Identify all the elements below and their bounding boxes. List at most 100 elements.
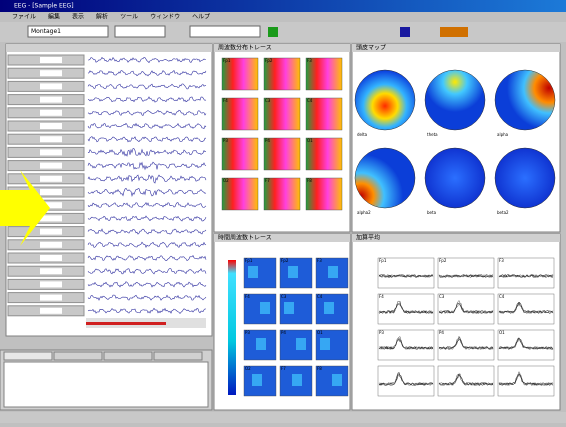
tf-hot bbox=[328, 266, 338, 278]
menu-item[interactable]: ツール bbox=[120, 14, 138, 21]
eeg-trace bbox=[87, 69, 207, 77]
spectrum-map bbox=[221, 97, 259, 131]
eeg-trace bbox=[87, 201, 207, 208]
channel-label: P4 bbox=[265, 138, 270, 143]
eeg-window-header bbox=[6, 44, 212, 52]
channel-label: Fp2 bbox=[281, 258, 289, 263]
channel-field bbox=[40, 70, 62, 77]
eeg-trace bbox=[88, 56, 207, 64]
toolbar-button[interactable] bbox=[268, 27, 278, 37]
head-map bbox=[354, 69, 416, 131]
spectrum-map bbox=[263, 57, 301, 91]
log-text bbox=[3, 361, 209, 408]
channel-label: O1 bbox=[317, 330, 323, 335]
tab[interactable] bbox=[153, 351, 203, 361]
waveform bbox=[438, 303, 494, 314]
waveform bbox=[438, 373, 493, 386]
toolbar-button[interactable] bbox=[400, 27, 410, 37]
eeg-trace bbox=[87, 241, 207, 248]
map-label: delta bbox=[357, 132, 368, 137]
channel-field bbox=[40, 83, 62, 90]
status-bar bbox=[0, 412, 566, 423]
eeg-trace bbox=[87, 96, 207, 103]
waveform bbox=[378, 300, 434, 314]
wave-plot bbox=[497, 293, 555, 325]
spectrum-map bbox=[221, 57, 259, 91]
waveform bbox=[438, 335, 494, 350]
channel-label: O1 bbox=[499, 330, 505, 335]
channel-field bbox=[40, 123, 62, 129]
menu-item[interactable]: ファイル bbox=[12, 14, 36, 21]
map-label: theta bbox=[427, 132, 438, 137]
channel-field bbox=[40, 175, 62, 182]
montage-name: Montage1 bbox=[31, 28, 61, 35]
combo[interactable] bbox=[189, 25, 261, 38]
channel-label: F4 bbox=[245, 294, 250, 299]
tf-map bbox=[279, 257, 313, 289]
menu-item[interactable]: 解析 bbox=[96, 13, 108, 21]
channel-label: C4 bbox=[499, 294, 505, 299]
menu-item[interactable]: 編集 bbox=[48, 13, 60, 21]
channel-field bbox=[40, 281, 62, 288]
eeg-trace bbox=[87, 268, 207, 275]
eeg-trace bbox=[87, 122, 207, 130]
waveform bbox=[378, 274, 434, 278]
spectrum-map bbox=[263, 137, 301, 171]
tab[interactable] bbox=[103, 351, 153, 361]
spectrum-map bbox=[305, 177, 343, 211]
waveform bbox=[499, 274, 554, 278]
arrow bbox=[0, 170, 50, 246]
tab[interactable] bbox=[3, 351, 53, 361]
channel-label: P4 bbox=[281, 330, 286, 335]
tf-hot bbox=[284, 302, 294, 314]
map-label: beta bbox=[427, 210, 437, 215]
channel-field bbox=[40, 96, 62, 103]
spectrum-map bbox=[221, 177, 259, 211]
eeg-trace bbox=[87, 83, 207, 90]
waveform bbox=[438, 337, 494, 350]
eeg-trace bbox=[87, 228, 207, 235]
channel-label: C4 bbox=[317, 294, 323, 299]
tf-hot bbox=[252, 374, 262, 386]
head-map bbox=[354, 147, 416, 209]
waveform bbox=[438, 300, 494, 314]
tf-hot bbox=[288, 266, 298, 278]
channel-label: C4 bbox=[307, 98, 313, 103]
toolbar-button[interactable] bbox=[440, 27, 468, 37]
tab[interactable] bbox=[53, 351, 103, 361]
channel-label: O1 bbox=[307, 138, 313, 143]
waveform bbox=[498, 301, 554, 314]
head-map bbox=[494, 69, 556, 131]
spectrum-map bbox=[263, 97, 301, 131]
tf-hot bbox=[296, 338, 306, 350]
channel-label: P3 bbox=[245, 330, 250, 335]
menu-item[interactable]: 表示 bbox=[72, 13, 84, 21]
menu-item[interactable]: ウィンドウ bbox=[150, 13, 180, 21]
channel-label: F3 bbox=[307, 58, 312, 63]
combo[interactable] bbox=[114, 25, 166, 38]
tf-map bbox=[315, 293, 349, 325]
channel-label: C3 bbox=[265, 98, 271, 103]
channel-field bbox=[40, 136, 62, 143]
map-label: alpha2 bbox=[357, 210, 371, 215]
channel-field bbox=[40, 149, 62, 156]
colorbar bbox=[228, 260, 236, 395]
channel-field bbox=[40, 189, 62, 195]
menu-item[interactable]: ヘルプ bbox=[192, 14, 210, 21]
waveform bbox=[498, 337, 554, 350]
channel-field bbox=[40, 268, 62, 275]
channel-label: C3 bbox=[439, 294, 445, 299]
spectrum-map bbox=[305, 97, 343, 131]
head-map bbox=[424, 69, 486, 131]
wave-plot bbox=[377, 329, 435, 361]
channel-label: O2 bbox=[245, 366, 251, 371]
montage-box[interactable] bbox=[27, 25, 109, 38]
channel-field bbox=[40, 202, 62, 209]
spectrum-map bbox=[263, 177, 301, 211]
wave-plot bbox=[497, 257, 555, 289]
channel-label: F7 bbox=[265, 178, 270, 183]
title-bar bbox=[0, 0, 566, 12]
tf-hot bbox=[292, 374, 302, 386]
eeg-trace bbox=[87, 187, 207, 198]
